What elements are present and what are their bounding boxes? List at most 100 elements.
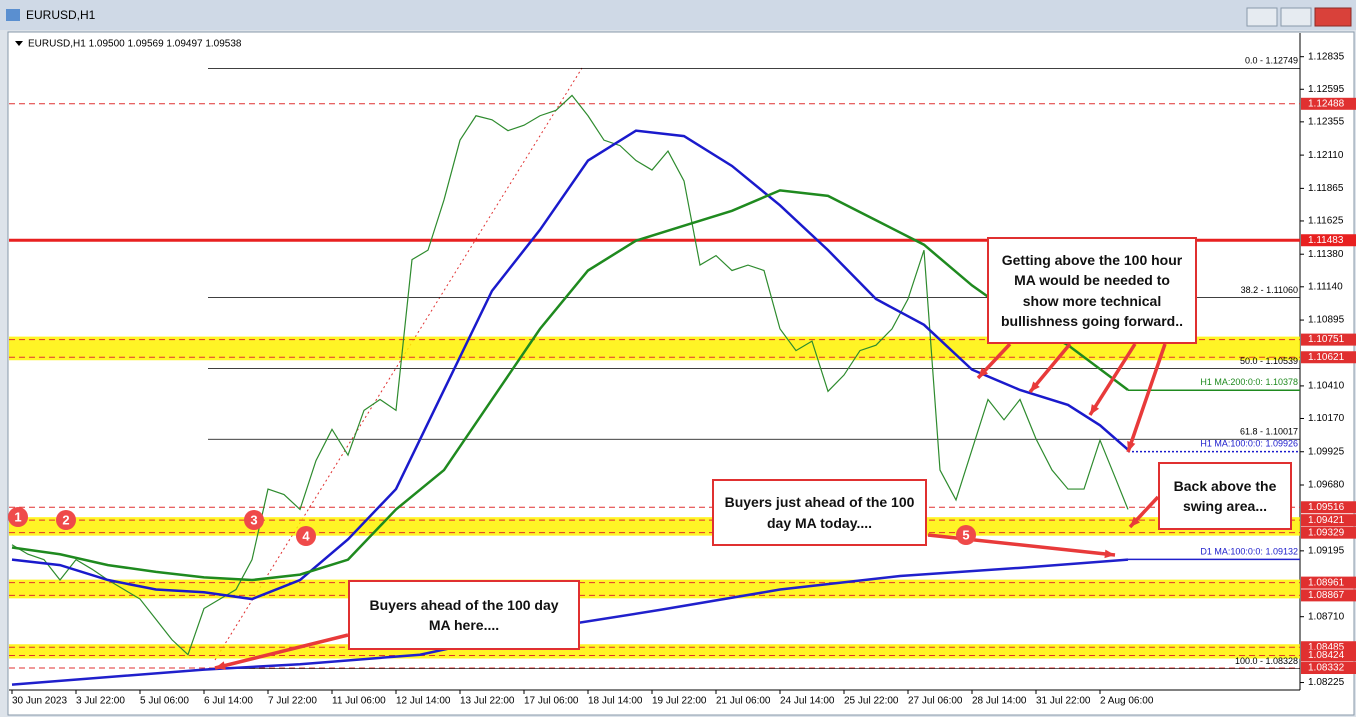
price-box-label: 1.09329 [1308, 527, 1345, 538]
x-tick-label: 11 Jul 06:00 [332, 696, 386, 707]
ma-label: H1 MA:200:0:0: 1.10378 [1200, 378, 1298, 388]
ma-name: D1 MA:100:0:0: [1200, 547, 1263, 557]
y-tick-label: 1.10170 [1308, 413, 1345, 424]
arrow-shaft [1028, 342, 1072, 394]
y-tick-label: 1.10895 [1308, 315, 1345, 326]
moving-average [11, 129, 1129, 601]
zone [9, 644, 1300, 659]
annotation-box: Back above the swing area... [1158, 462, 1292, 530]
window-title: EURUSD,H1 [26, 8, 96, 22]
title-bar [0, 0, 1356, 30]
ma-value: 1.09926 [1265, 439, 1298, 449]
arrow-head [978, 367, 989, 378]
fib-label: 61.8 - 1.10017 [1240, 427, 1298, 437]
price-box [1301, 234, 1356, 247]
arrow-head [1127, 441, 1136, 452]
y-tick-label: 1.12835 [1308, 51, 1345, 62]
price-box-label: 1.08485 [1308, 642, 1345, 653]
swing-marker-label: 2 [62, 512, 69, 527]
ma-name: H1 MA:200:0:0: [1200, 378, 1263, 388]
fib-label: 38.2 - 1.11060 [1241, 285, 1298, 295]
arrow-head [1030, 381, 1040, 392]
swing-marker [56, 510, 76, 530]
x-tick-label: 13 Jul 22:00 [460, 696, 515, 707]
arrow-head [215, 661, 226, 670]
y-tick-label: 1.12355 [1308, 116, 1345, 127]
moving-average [11, 189, 1129, 582]
price-box [1301, 351, 1356, 364]
swing-marker-label: 4 [302, 528, 310, 543]
ma-name: H1 MA:100:0:0: [1200, 439, 1263, 449]
x-tick-label: 27 Jul 06:00 [908, 696, 963, 707]
minimize-button[interactable] [1246, 7, 1278, 27]
ma-value: 1.09132 [1265, 547, 1298, 557]
x-tick-label: 25 Jul 22:00 [844, 696, 899, 707]
price-box [1301, 589, 1356, 602]
zone [9, 579, 1300, 599]
zone [9, 336, 1300, 361]
restore-button[interactable] [1280, 7, 1312, 27]
y-tick-label: 1.09680 [1308, 480, 1345, 491]
x-tick-label: 31 Jul 22:00 [1036, 696, 1091, 707]
y-tick-label: 1.08225 [1308, 677, 1345, 688]
x-tick-label: 3 Jul 22:00 [76, 696, 125, 707]
arrow-shaft [1088, 343, 1137, 416]
price-box-label: 1.10621 [1308, 352, 1345, 363]
x-tick-label: 28 Jul 14:00 [972, 696, 1027, 707]
y-tick-label: 1.12595 [1308, 84, 1345, 95]
price-box [1301, 662, 1356, 675]
fib-label: 0.0 - 1.12749 [1245, 56, 1298, 66]
arrow-head [1130, 516, 1141, 527]
arrow-head [1104, 549, 1115, 559]
x-tick-label: 19 Jul 22:00 [652, 696, 707, 707]
x-tick-label: 7 Jul 22:00 [268, 696, 317, 707]
price-box-label: 1.08424 [1308, 650, 1345, 661]
y-tick-label: 1.11140 [1308, 281, 1343, 292]
ma-label: D1 MA:100:0:0: 1.09132 [1200, 547, 1298, 557]
x-tick-label: 6 Jul 14:00 [204, 696, 253, 707]
price-box [1301, 97, 1356, 110]
price-box [1301, 576, 1356, 589]
x-tick-label: 24 Jul 14:00 [780, 696, 835, 707]
price-box-label: 1.10751 [1308, 334, 1345, 345]
swing-marker-label: 5 [962, 527, 969, 542]
swing-marker [956, 525, 976, 545]
swing-marker [244, 510, 264, 530]
swing-marker [296, 526, 316, 546]
y-tick-label: 1.11625 [1308, 216, 1344, 227]
ma-label: H1 MA:100:0:0: 1.09926 [1200, 439, 1298, 449]
ma-value: 1.10378 [1265, 378, 1298, 388]
annotation-box: Buyers just ahead of the 100 day MA toda… [712, 479, 927, 546]
price-box [1301, 514, 1356, 527]
price-box [1301, 333, 1356, 346]
x-tick-label: 17 Jul 06:00 [524, 696, 579, 707]
x-tick-label: 5 Jul 06:00 [140, 696, 189, 707]
swing-marker [8, 507, 28, 527]
x-tick-label: 12 Jul 14:00 [396, 696, 451, 707]
moving-average [11, 558, 1129, 686]
chart-header: EURUSD,H1 1.09500 1.09569 1.09497 1.0953… [28, 39, 242, 50]
close-button[interactable] [1314, 7, 1352, 27]
y-tick-label: 1.11380 [1308, 249, 1344, 260]
swing-marker-label: 3 [250, 512, 257, 527]
annotation-box: Getting above the 100 hour MA would be n… [987, 237, 1197, 344]
chart-frame [7, 31, 1355, 716]
arrow-head [1090, 404, 1100, 415]
x-tick-label: 2 Aug 06:00 [1100, 696, 1154, 707]
x-tick-label: 21 Jul 06:00 [716, 696, 771, 707]
x-tick-label: 18 Jul 14:00 [588, 696, 643, 707]
price-line [11, 94, 1129, 656]
fib-trend-line [214, 67, 583, 661]
price-box-label: 1.12488 [1308, 98, 1345, 109]
swing-marker-label: 1 [14, 509, 21, 524]
y-tick-label: 1.12110 [1308, 150, 1344, 161]
y-tick-label: 1.08710 [1308, 611, 1345, 622]
fib-label: 50.0 - 1.10539 [1240, 356, 1298, 366]
window-icon [6, 9, 20, 21]
arrow-shaft [214, 633, 349, 670]
header-arrow [15, 41, 23, 46]
price-box-label: 1.08867 [1308, 590, 1345, 601]
price-box [1301, 649, 1356, 662]
price-box-label: 1.09516 [1308, 502, 1345, 513]
